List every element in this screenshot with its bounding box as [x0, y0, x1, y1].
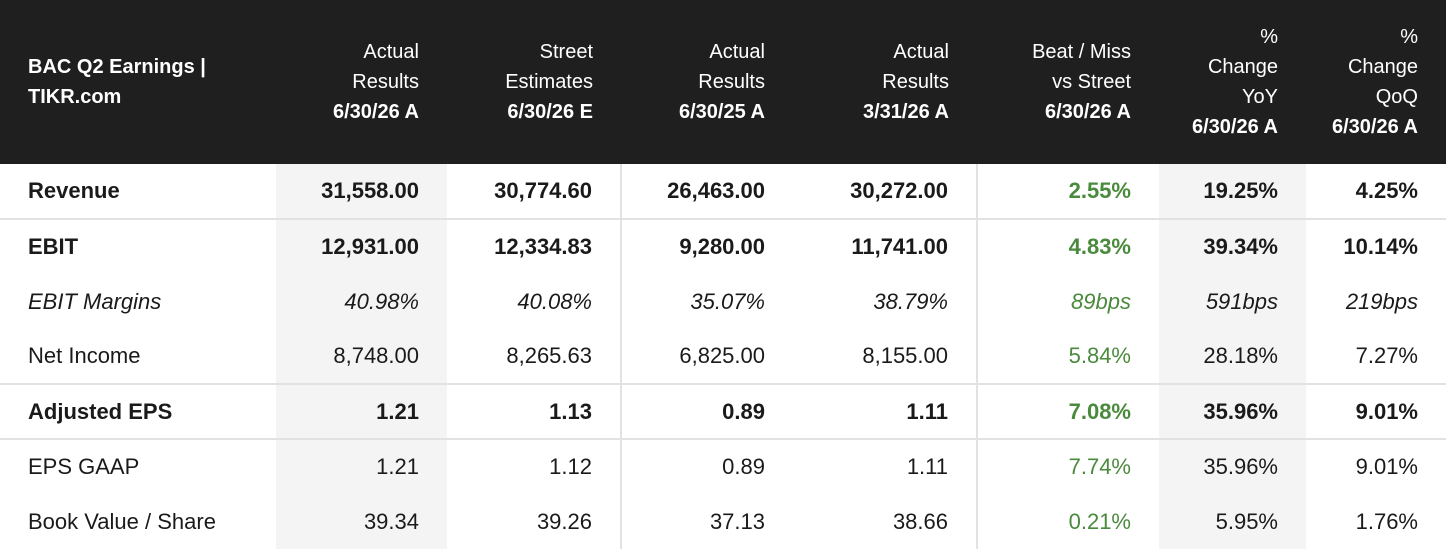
table-cell: 9.01%	[1306, 383, 1446, 439]
table-cell: 5.84%	[1068, 343, 1131, 368]
table-cell: 0.89	[621, 438, 793, 494]
table-cell: 37.13	[709, 508, 765, 534]
table-cell: 8,155.00	[793, 329, 978, 384]
table-cell: 40.98%	[276, 274, 447, 329]
table-cell: 8,265.63	[447, 329, 622, 384]
table-cell: 1.13	[447, 383, 622, 439]
table-cell: 35.96%	[1159, 383, 1306, 439]
table-cell: 2.55%	[1068, 178, 1131, 203]
table-cell: 9,280.00	[621, 218, 793, 274]
column-header-line: %	[1400, 26, 1418, 48]
column-header-line: Results	[352, 71, 419, 93]
column-header-date: 6/30/26 E	[507, 101, 593, 123]
table-cell: 30,272.00	[793, 164, 978, 219]
row-label: Revenue	[28, 178, 120, 203]
table-cell: 89bps	[1071, 288, 1131, 314]
column-header-line: Actual	[709, 41, 765, 63]
column-header-line: Results	[698, 71, 765, 93]
table-cell: 1.11	[793, 438, 978, 494]
table-cell: 30,774.60	[447, 164, 622, 219]
table-row-book-value-per-share: Book Value / Share 39.34 39.26 37.13 38.…	[0, 494, 1446, 549]
table-cell: 31,558.00	[276, 164, 447, 219]
row-label: Book Value / Share	[28, 508, 216, 534]
column-header-beat-miss: Beat / Miss vs Street 6/30/26 A	[977, 0, 1159, 164]
table-cell: 38.79%	[793, 274, 978, 329]
table-cell: 8,748.00	[276, 329, 447, 384]
column-header-actual-current: Actual Results 6/30/26 A	[276, 0, 447, 164]
table-cell: 5.95%	[1159, 494, 1306, 549]
table-title: BAC Q2 Earnings | TIKR.com	[0, 0, 276, 164]
table-title-text: BAC Q2 Earnings | TIKR.com	[28, 56, 206, 108]
column-header-line: Beat / Miss	[1032, 41, 1131, 63]
table-cell: 591bps	[1159, 274, 1306, 329]
table-cell: 1.21	[276, 383, 447, 439]
column-header-line: Results	[882, 71, 949, 93]
column-header-date: 6/30/25 A	[679, 101, 765, 123]
column-header-line: Change	[1207, 56, 1278, 78]
column-header-line: QoQ	[1375, 86, 1418, 108]
table-cell: 35.96%	[1159, 438, 1306, 494]
table-cell: 28.18%	[1159, 329, 1306, 384]
row-label: Adjusted EPS	[0, 383, 276, 439]
column-header-street-estimates: Street Estimates 6/30/26 E	[447, 0, 621, 164]
table-cell: 7.74%	[977, 438, 1159, 494]
column-header-line: Actual	[363, 41, 419, 63]
column-header-line: Change	[1347, 56, 1418, 78]
column-header-line: Actual	[893, 41, 949, 63]
table-cell: 12,931.00	[276, 218, 447, 274]
row-label: EBIT Margins	[28, 288, 162, 314]
table-cell: 12,334.83	[447, 218, 622, 274]
column-header-change-qoq: % Change QoQ 6/30/26 A	[1306, 0, 1446, 164]
table-cell: 1.12	[447, 438, 622, 494]
table-cell: 4.83%	[977, 218, 1159, 274]
table-cell: 0.89	[621, 383, 793, 439]
table-cell: 7.08%	[977, 383, 1159, 439]
table-cell: 1.11	[793, 383, 978, 439]
table-cell: 11,741.00	[793, 218, 978, 274]
column-header-date: 6/30/26 A	[1192, 116, 1278, 138]
column-header-date: 6/30/26 A	[1045, 101, 1131, 123]
table-cell: 0.21%	[1068, 508, 1131, 534]
table-cell: 39.34	[276, 494, 447, 549]
table-row-ebit: EBIT 12,931.00 12,334.83 9,280.00 11,741…	[0, 218, 1446, 274]
table-cell: 6,825.00	[679, 343, 765, 368]
column-header-actual-prior-quarter: Actual Results 3/31/26 A	[793, 0, 977, 164]
table-row-revenue: Revenue 31,558.00 30,774.60 26,463.00 30…	[0, 164, 1446, 219]
column-header-line: Street	[539, 41, 593, 63]
table-row-eps-gaap: EPS GAAP 1.21 1.12 0.89 1.11 7.74% 35.96…	[0, 438, 1446, 494]
table-cell: 40.08%	[447, 274, 622, 329]
column-header-date: 3/31/26 A	[863, 101, 949, 123]
column-header-change-yoy: % Change YoY 6/30/26 A	[1159, 0, 1306, 164]
table-cell: 4.25%	[1355, 178, 1418, 203]
column-header-line: Estimates	[505, 71, 593, 93]
column-header-line: vs Street	[1052, 71, 1131, 93]
column-header-line: YoY	[1242, 86, 1278, 108]
table-row-adjusted-eps: Adjusted EPS 1.21 1.13 0.89 1.11 7.08% 3…	[0, 383, 1446, 439]
row-label: EBIT	[0, 218, 276, 274]
table-cell: 39.34%	[1159, 218, 1306, 274]
table-cell: 1.76%	[1355, 508, 1418, 534]
table-cell: 35.07%	[690, 288, 765, 314]
table-row-ebit-margins: EBIT Margins 40.98% 40.08% 35.07% 38.79%…	[0, 274, 1446, 329]
column-header-date: 6/30/26 A	[1332, 116, 1418, 138]
table-cell: 1.21	[276, 438, 447, 494]
table-cell: 9.01%	[1306, 438, 1446, 494]
column-header-date: 6/30/26 A	[333, 101, 419, 123]
column-header-actual-prior-year: Actual Results 6/30/25 A	[621, 0, 793, 164]
table-row-net-income: Net Income 8,748.00 8,265.63 6,825.00 8,…	[0, 329, 1446, 384]
header-row: BAC Q2 Earnings | TIKR.com Actual Result…	[0, 0, 1446, 164]
table-cell: 39.26	[447, 494, 622, 549]
row-label: EPS GAAP	[0, 438, 276, 494]
table-cell: 38.66	[793, 494, 978, 549]
table-cell: 7.27%	[1355, 343, 1418, 368]
table-cell: 19.25%	[1159, 164, 1306, 219]
row-label: Net Income	[28, 343, 141, 368]
table-cell: 10.14%	[1306, 218, 1446, 274]
table-cell: 26,463.00	[667, 178, 765, 203]
column-header-line: %	[1260, 26, 1278, 48]
table-cell: 219bps	[1345, 288, 1418, 314]
